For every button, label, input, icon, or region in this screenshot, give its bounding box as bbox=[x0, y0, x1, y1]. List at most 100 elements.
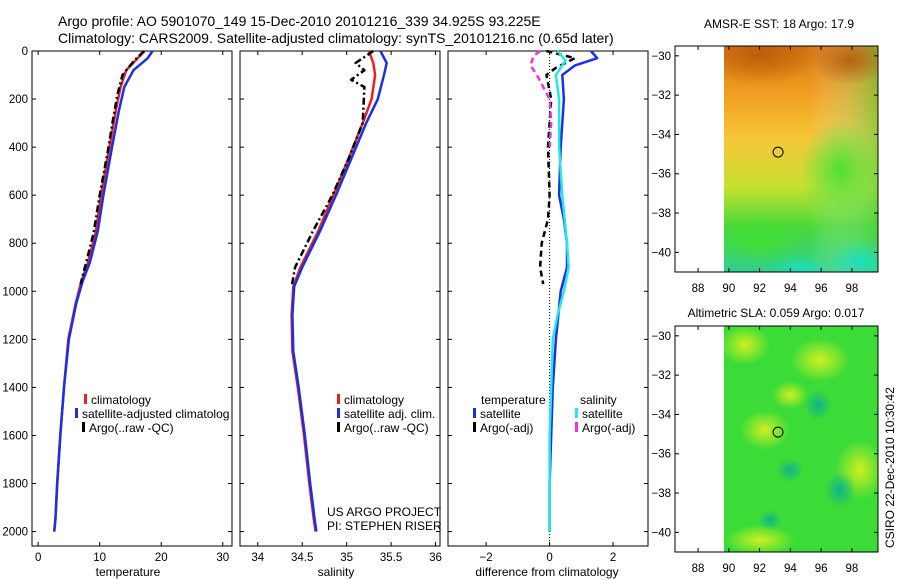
plot-frame bbox=[447, 50, 649, 547]
y-tick-label: 200 bbox=[9, 94, 28, 106]
x-tick-label: 96 bbox=[815, 563, 828, 575]
legend-swatch-temp-argo bbox=[473, 422, 476, 432]
x-tick-label: 34 bbox=[251, 552, 264, 564]
figure-title-line1: Argo profile: AO 5901070_149 15-Dec-2010… bbox=[58, 13, 541, 29]
pi-credit: PI: STEPHEN RISER bbox=[327, 519, 442, 533]
plot-frame bbox=[239, 50, 441, 547]
series-line-climatology bbox=[52, 50, 146, 532]
sst-map-title: AMSR-E SST: 18 Argo: 17.9 bbox=[704, 17, 854, 31]
sst-cool-patch bbox=[827, 240, 878, 272]
legend-group-temperature: temperature bbox=[481, 393, 546, 407]
difference-profile-panel: −2 0 2 bbox=[447, 49, 649, 564]
legend-label-argo: Argo(..raw -QC) bbox=[344, 421, 429, 435]
sla-low-patch bbox=[824, 472, 856, 508]
x-tick-label: −2 bbox=[480, 552, 493, 564]
map-frame bbox=[674, 45, 879, 273]
legend-swatch-sal-argo bbox=[575, 422, 578, 432]
series-line-satellite-adjusted-climatolog bbox=[52, 50, 154, 532]
y-tick-label: −38 bbox=[651, 208, 671, 220]
sla-high-patch bbox=[725, 525, 795, 552]
sla-low-patch bbox=[758, 510, 782, 530]
sla-high-patch bbox=[724, 326, 770, 365]
legend-label-sal-argo: Argo(-adj) bbox=[582, 421, 635, 435]
y-tick-label: −40 bbox=[651, 527, 671, 539]
legend-label-satellite-adj: satellite adj. clim. bbox=[344, 407, 435, 421]
y-tick-label: −38 bbox=[651, 488, 671, 500]
difference-axis-label: difference from climatology bbox=[475, 565, 618, 579]
legend-swatch-satellite bbox=[337, 408, 340, 418]
sst-argo-label: Argo: bbox=[796, 17, 831, 31]
sst-cool-patch bbox=[770, 256, 830, 272]
x-tick-label: 10 bbox=[93, 552, 106, 564]
y-tick-label: 800 bbox=[9, 238, 28, 250]
sla-map-field bbox=[724, 326, 878, 552]
y-tick-label: −30 bbox=[651, 331, 671, 343]
y-tick-label: 1800 bbox=[2, 479, 28, 491]
series-line-salinity-satellite bbox=[548, 50, 570, 532]
legend-swatch-sal-satellite bbox=[575, 408, 578, 418]
sla-map-panel: 88 90 92 94 96 98 −30 −32 −34 −36 −38 −40 bbox=[651, 325, 879, 575]
y-tick-label: −32 bbox=[651, 90, 671, 102]
x-tick-label: 94 bbox=[784, 283, 797, 295]
x-tick-label: 98 bbox=[845, 283, 858, 295]
sst-argo-value: 17.9 bbox=[831, 17, 855, 31]
x-tick-label: 98 bbox=[845, 563, 858, 575]
x-tick-label: 88 bbox=[692, 283, 705, 295]
y-tick-label: 2000 bbox=[2, 527, 28, 539]
legend-swatch-argo bbox=[337, 422, 340, 432]
sst-green-patch bbox=[800, 120, 878, 220]
legend-swatch-temp-satellite bbox=[473, 408, 476, 418]
map-frame bbox=[674, 325, 879, 553]
project-credit: US ARGO PROJECT bbox=[327, 505, 442, 519]
sst-warm-patch bbox=[810, 46, 878, 85]
y-tick-label: 0 bbox=[22, 46, 28, 58]
legend-swatch-climatology bbox=[337, 394, 340, 404]
y-tick-label: −34 bbox=[651, 409, 671, 421]
sla-argo-label: Argo: bbox=[800, 306, 835, 320]
sla-low-patch bbox=[776, 458, 804, 482]
legend-label-temp-satellite: satellite bbox=[480, 407, 521, 421]
sla-high-patch bbox=[790, 338, 850, 382]
legend-label-climatology: climatology bbox=[91, 393, 151, 407]
x-tick-label: 0 bbox=[35, 552, 41, 564]
figure-title-line2: Climatology: CARS2009. Satellite-adjuste… bbox=[58, 30, 614, 46]
salinity-profile-panel: 34 34.5 35 35.5 36 bbox=[239, 49, 442, 564]
y-tick-label: −36 bbox=[651, 449, 671, 461]
temperature-profile-panel: 0 10 20 30 0 200 400 600 800 1000 1200 1400 1600 1800… bbox=[2, 46, 233, 564]
y-tick-label: −40 bbox=[651, 247, 671, 259]
x-tick-label: 96 bbox=[815, 283, 828, 295]
legend-label-sal-satellite: satellite bbox=[582, 407, 623, 421]
argo-float-location-marker bbox=[772, 146, 784, 158]
y-tick-label: −30 bbox=[651, 51, 671, 63]
sst-title-label: AMSR-E SST: bbox=[704, 17, 783, 31]
x-tick-label: 94 bbox=[784, 563, 797, 575]
x-tick-label: 88 bbox=[692, 563, 705, 575]
sla-low-patch bbox=[804, 389, 832, 421]
y-tick-label: 1000 bbox=[2, 286, 28, 298]
x-tick-label: 92 bbox=[753, 283, 766, 295]
x-tick-label: 92 bbox=[753, 563, 766, 575]
sla-high-patch bbox=[772, 381, 808, 409]
y-tick-label: 1400 bbox=[2, 382, 28, 394]
y-tick-label: −36 bbox=[651, 169, 671, 181]
sla-high-patch bbox=[740, 410, 790, 450]
x-tick-label: 20 bbox=[155, 552, 168, 564]
sst-map-field bbox=[724, 46, 878, 272]
legend-swatch-argo bbox=[82, 422, 85, 432]
y-tick-label: 400 bbox=[9, 142, 28, 154]
sla-argo-value: 0.017 bbox=[834, 306, 864, 320]
y-tick-label: 1200 bbox=[2, 334, 28, 346]
sst-value: 18 bbox=[783, 17, 797, 31]
sst-warm-patch bbox=[724, 46, 820, 85]
plot-frame bbox=[31, 50, 233, 547]
x-tick-label: 36 bbox=[429, 552, 442, 564]
legend-label-climatology: climatology bbox=[344, 393, 404, 407]
series-line-argo-raw-qc bbox=[79, 50, 145, 285]
x-tick-label: 2 bbox=[610, 552, 616, 564]
legend-swatch-climatology bbox=[84, 394, 87, 404]
x-tick-label: 90 bbox=[722, 283, 735, 295]
sla-value: 0.059 bbox=[770, 306, 800, 320]
y-tick-label: −34 bbox=[651, 129, 671, 141]
csiro-timestamp: CSIRO 22-Dec-2010 10:30:42 bbox=[883, 387, 897, 548]
